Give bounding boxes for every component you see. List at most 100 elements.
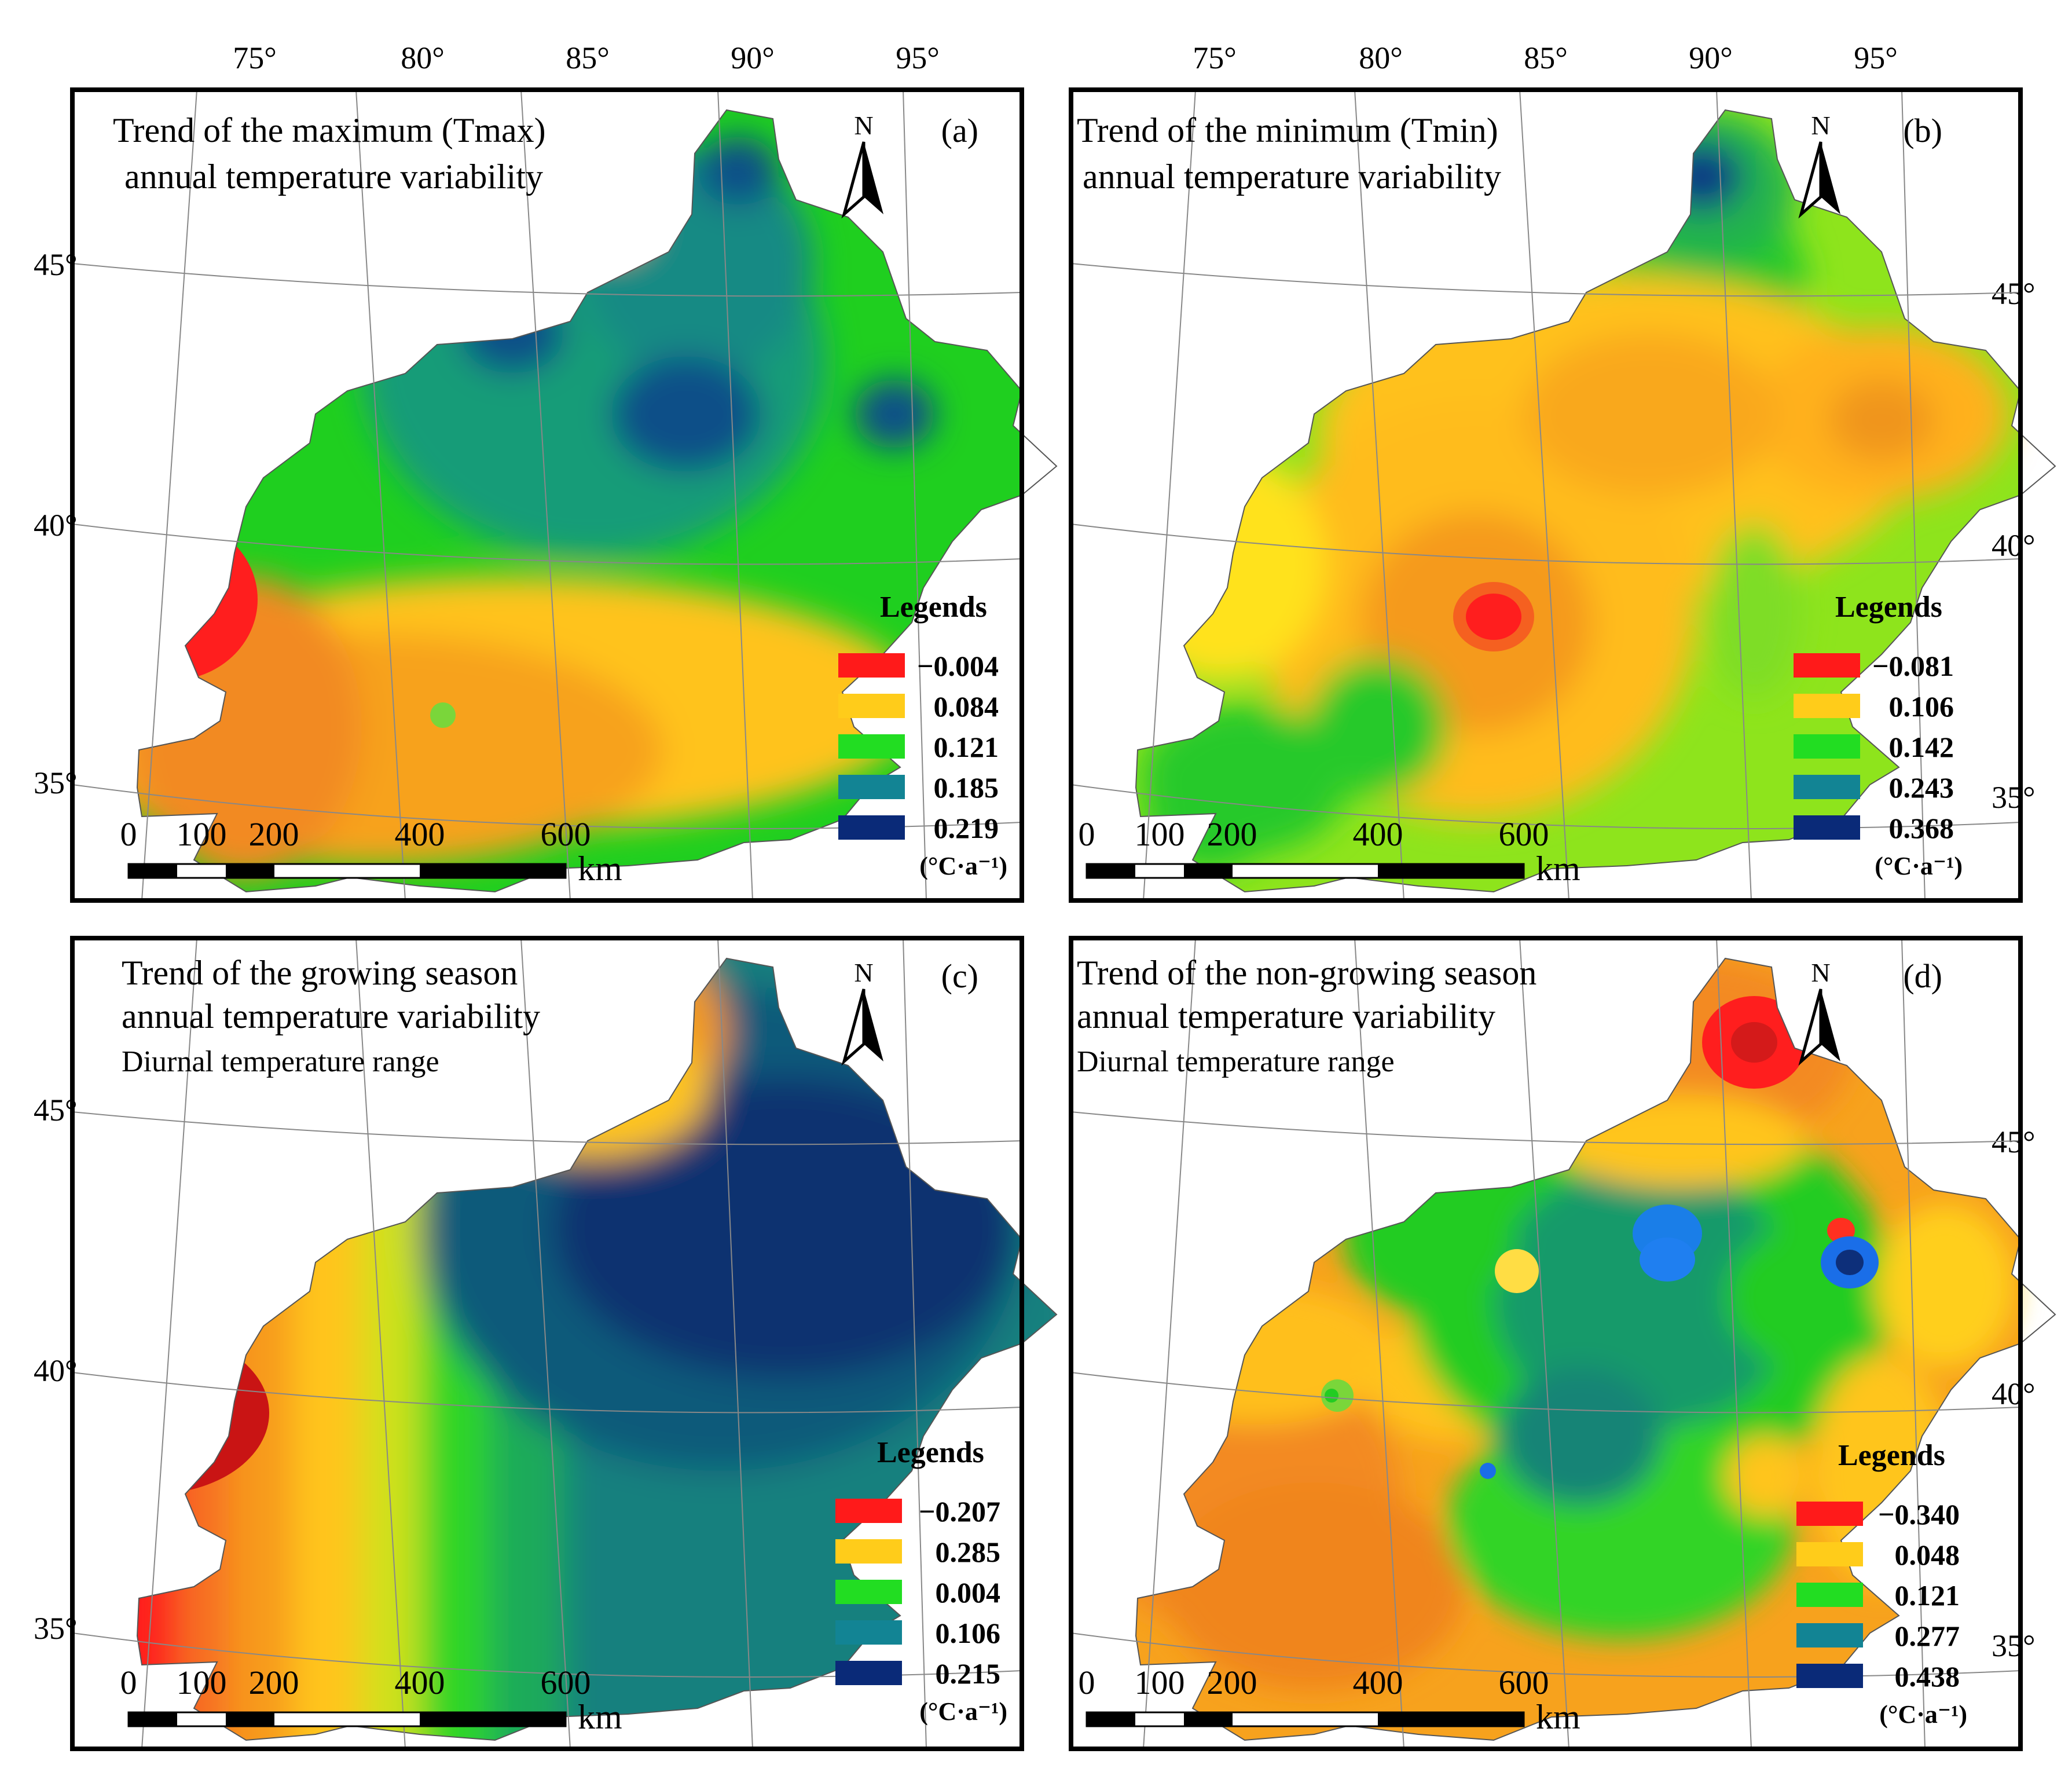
scale-label: 600	[541, 815, 591, 853]
legend-unit: (°C·a⁻¹)	[1875, 852, 1963, 880]
legend-value: 0.121	[934, 731, 999, 763]
legend-value: 0.277	[1895, 1620, 1960, 1652]
scale-label: 200	[249, 815, 299, 853]
title-line-2: annual temperature variability	[124, 158, 543, 196]
lon-label: 75°	[1193, 41, 1237, 75]
north-label: N	[854, 958, 873, 987]
title-line-1: Trend of the minimum (Tmin)	[1077, 111, 1498, 149]
panel-letter-d: (d)	[1903, 957, 1942, 995]
scale-unit: km	[1536, 1698, 1580, 1736]
legend-value: −0.340	[1878, 1498, 1960, 1531]
north-arrow-icon	[841, 141, 883, 219]
lat-label: 40°	[1992, 1376, 2036, 1411]
temperature-field-b	[1136, 110, 2020, 892]
legend-unit: (°C·a⁻¹)	[1879, 1700, 1967, 1729]
lon-label: 75°	[233, 41, 277, 75]
north-arrow-icon	[1798, 141, 1840, 219]
legend-swatch	[1796, 1583, 1863, 1607]
scale-label: 200	[1207, 1664, 1257, 1701]
legend-value: 0.215	[936, 1657, 1001, 1690]
legend-swatch	[835, 1580, 902, 1604]
legend-value: 0.185	[934, 771, 999, 804]
title-line-1: Trend of the maximum (Tmax)	[113, 111, 546, 149]
legend-c: Legends −0.207 0.285 0.004 0.106 0.215 (…	[835, 1436, 1007, 1726]
scale-label: 100	[1135, 1664, 1185, 1701]
legend-swatch	[1796, 1542, 1863, 1566]
lon-label: 95°	[896, 41, 940, 75]
legend-title: Legends	[880, 591, 987, 624]
panel-title-d: Trend of the non-growing season annual t…	[1077, 954, 1536, 1078]
legend-swatch	[1796, 1623, 1863, 1647]
north-arrow-icon	[1798, 988, 1840, 1066]
panel-subtitle: Diurnal temperature range	[1077, 1045, 1395, 1078]
legend-value: 0.285	[936, 1536, 1001, 1568]
legend-swatch	[1794, 694, 1860, 718]
legend-value: 0.142	[1889, 731, 1954, 763]
legend-value: 0.106	[936, 1617, 1001, 1649]
lon-label: 90°	[1689, 41, 1733, 75]
panel-d: 45° 40° 35°	[1069, 936, 2056, 1751]
scale-label: 0	[1079, 815, 1095, 853]
scale-label: 0	[120, 1664, 137, 1701]
title-line-2: annual temperature variability	[1077, 997, 1495, 1035]
lon-labels-b: 75° 80° 85° 90° 95°	[1193, 41, 1898, 75]
title-line-1: Trend of the non-growing season	[1077, 954, 1536, 992]
north-arrow-b: N	[1798, 111, 1840, 219]
legend-swatch	[1796, 1502, 1863, 1526]
legend-b: Legends −0.081 0.106 0.142 0.243 0.368 (…	[1794, 591, 1963, 880]
north-label: N	[1811, 958, 1830, 987]
scale-label: 600	[1499, 1664, 1549, 1701]
panel-title-c: Trend of the growing season annual tempe…	[122, 954, 540, 1078]
legend-swatch	[1796, 1664, 1863, 1688]
graticule-c	[72, 938, 1022, 1749]
panel-frame-b	[1069, 87, 2023, 903]
legend-swatch	[838, 653, 905, 678]
legend-title: Legends	[1835, 591, 1942, 624]
legend-value: 0.048	[1895, 1539, 1960, 1571]
legend-title: Legends	[877, 1436, 984, 1469]
north-label: N	[1811, 111, 1830, 140]
scale-bar-c: 0 100 200 400 600 km	[120, 1664, 622, 1736]
legend-swatch	[835, 1661, 902, 1685]
legend-swatch	[1794, 815, 1860, 840]
legend-unit: (°C·a⁻¹)	[919, 1697, 1007, 1726]
scale-label: 100	[1135, 815, 1185, 853]
panel-frame-d	[1069, 936, 2023, 1751]
title-line-2: annual temperature variability	[1083, 158, 1501, 196]
legend-swatch	[835, 1620, 902, 1645]
legend-d: Legends −0.340 0.048 0.121 0.277 0.438 (…	[1796, 1439, 1967, 1729]
scale-label: 0	[120, 815, 137, 853]
graticule-b	[1070, 89, 2021, 901]
panel-letter-b: (b)	[1903, 112, 1942, 149]
legend-value: −0.004	[917, 650, 999, 682]
north-arrow-c: N	[841, 958, 883, 1066]
panel-title-b: Trend of the minimum (Tmin) annual tempe…	[1077, 111, 1501, 196]
scale-label: 400	[395, 815, 445, 853]
scale-bar-a: 0 100 200 400 600 km	[120, 815, 622, 888]
scale-unit: km	[1536, 850, 1580, 888]
lat-label: 35°	[1992, 780, 2036, 815]
panel-subtitle: Diurnal temperature range	[122, 1045, 439, 1078]
legend-swatch	[838, 734, 905, 759]
scale-label: 600	[541, 1664, 591, 1701]
lon-label: 85°	[566, 41, 610, 75]
graticule-d	[1070, 938, 2021, 1749]
lon-label: 80°	[1359, 41, 1403, 75]
panel-c: 45° 40° 35°	[34, 936, 1057, 1751]
legend-value: 0.368	[1889, 812, 1954, 844]
lon-label: 90°	[731, 41, 775, 75]
panel-title-a: Trend of the maximum (Tmax) annual tempe…	[113, 111, 546, 196]
scale-label: 600	[1499, 815, 1549, 853]
lat-label: 35°	[1992, 1628, 2036, 1663]
lat-label: 40°	[1992, 528, 2036, 563]
legend-swatch	[1794, 734, 1860, 759]
panel-frame-a	[70, 87, 1024, 903]
legend-value: 0.004	[936, 1576, 1001, 1609]
scale-bar-b: 0 100 200 400 600 km	[1079, 815, 1580, 888]
scale-label: 400	[1353, 1664, 1403, 1701]
lon-label: 80°	[401, 41, 445, 75]
scale-label: 100	[177, 815, 227, 853]
scale-label: 400	[1353, 815, 1403, 853]
scale-bar-d: 0 100 200 400 600 km	[1079, 1664, 1580, 1736]
